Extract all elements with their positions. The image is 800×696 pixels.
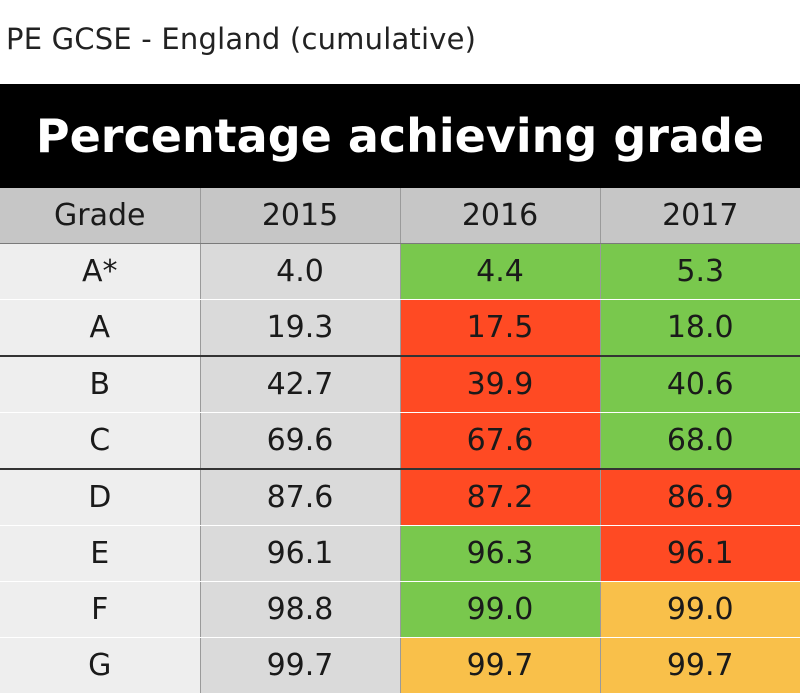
value-cell-2016: 17.5 xyxy=(399,299,600,357)
grade-cell: B xyxy=(0,355,200,413)
column-header-2016: 2016 xyxy=(399,188,600,244)
value-cell-2016: 67.6 xyxy=(399,412,600,470)
grade-cell: E xyxy=(0,525,200,582)
value-cell-2017: 5.3 xyxy=(599,243,800,300)
value-cell-2015: 69.6 xyxy=(199,412,400,470)
value-cell-2017: 68.0 xyxy=(599,412,800,470)
table-title-banner: Percentage achieving grade xyxy=(0,84,800,188)
table-row: F 98.8 99.0 99.0 xyxy=(0,581,800,638)
value-cell-2016: 87.2 xyxy=(399,468,600,526)
grade-cell: D xyxy=(0,468,200,526)
grade-cell: G xyxy=(0,637,200,694)
grades-table: Grade 2015 2016 2017 A* 4.0 4.4 5.3 A 19.3 17.… xyxy=(0,188,800,694)
table-row: B 42.7 39.9 40.6 xyxy=(0,355,800,413)
value-cell-2015: 42.7 xyxy=(199,355,400,413)
value-cell-2017: 99.0 xyxy=(599,581,800,638)
table-row: E 96.1 96.3 96.1 xyxy=(0,525,800,582)
value-cell-2016: 99.7 xyxy=(399,637,600,694)
value-cell-2016: 39.9 xyxy=(399,355,600,413)
value-cell-2016: 99.0 xyxy=(399,581,600,638)
page-caption: PE GCSE - England (cumulative) xyxy=(6,22,477,56)
table-row: A* 4.0 4.4 5.3 xyxy=(0,243,800,300)
value-cell-2015: 87.6 xyxy=(199,468,400,526)
value-cell-2015: 19.3 xyxy=(199,299,400,357)
table-row: C 69.6 67.6 68.0 xyxy=(0,412,800,470)
column-header-2015: 2015 xyxy=(199,188,400,244)
column-header-2017: 2017 xyxy=(599,188,800,244)
table-title: Percentage achieving grade xyxy=(35,109,765,163)
header-row: Grade 2015 2016 2017 xyxy=(0,188,800,244)
grade-cell: F xyxy=(0,581,200,638)
value-cell-2016: 4.4 xyxy=(399,243,600,300)
value-cell-2015: 4.0 xyxy=(199,243,400,300)
grade-cell: A* xyxy=(0,243,200,300)
grade-cell: C xyxy=(0,412,200,470)
value-cell-2017: 86.9 xyxy=(599,468,800,526)
value-cell-2017: 40.6 xyxy=(599,355,800,413)
value-cell-2015: 96.1 xyxy=(199,525,400,582)
table-row: A 19.3 17.5 18.0 xyxy=(0,299,800,357)
table-body: A* 4.0 4.4 5.3 A 19.3 17.5 18.0 B 42.7 39.9 40.6 C 69… xyxy=(0,243,800,694)
grade-cell: A xyxy=(0,299,200,357)
value-cell-2017: 99.7 xyxy=(599,637,800,694)
table-row: G 99.7 99.7 99.7 xyxy=(0,637,800,694)
value-cell-2015: 99.7 xyxy=(199,637,400,694)
column-header-grade: Grade xyxy=(0,188,200,244)
value-cell-2017: 96.1 xyxy=(599,525,800,582)
value-cell-2017: 18.0 xyxy=(599,299,800,357)
value-cell-2015: 98.8 xyxy=(199,581,400,638)
table-row: D 87.6 87.2 86.9 xyxy=(0,468,800,526)
value-cell-2016: 96.3 xyxy=(399,525,600,582)
